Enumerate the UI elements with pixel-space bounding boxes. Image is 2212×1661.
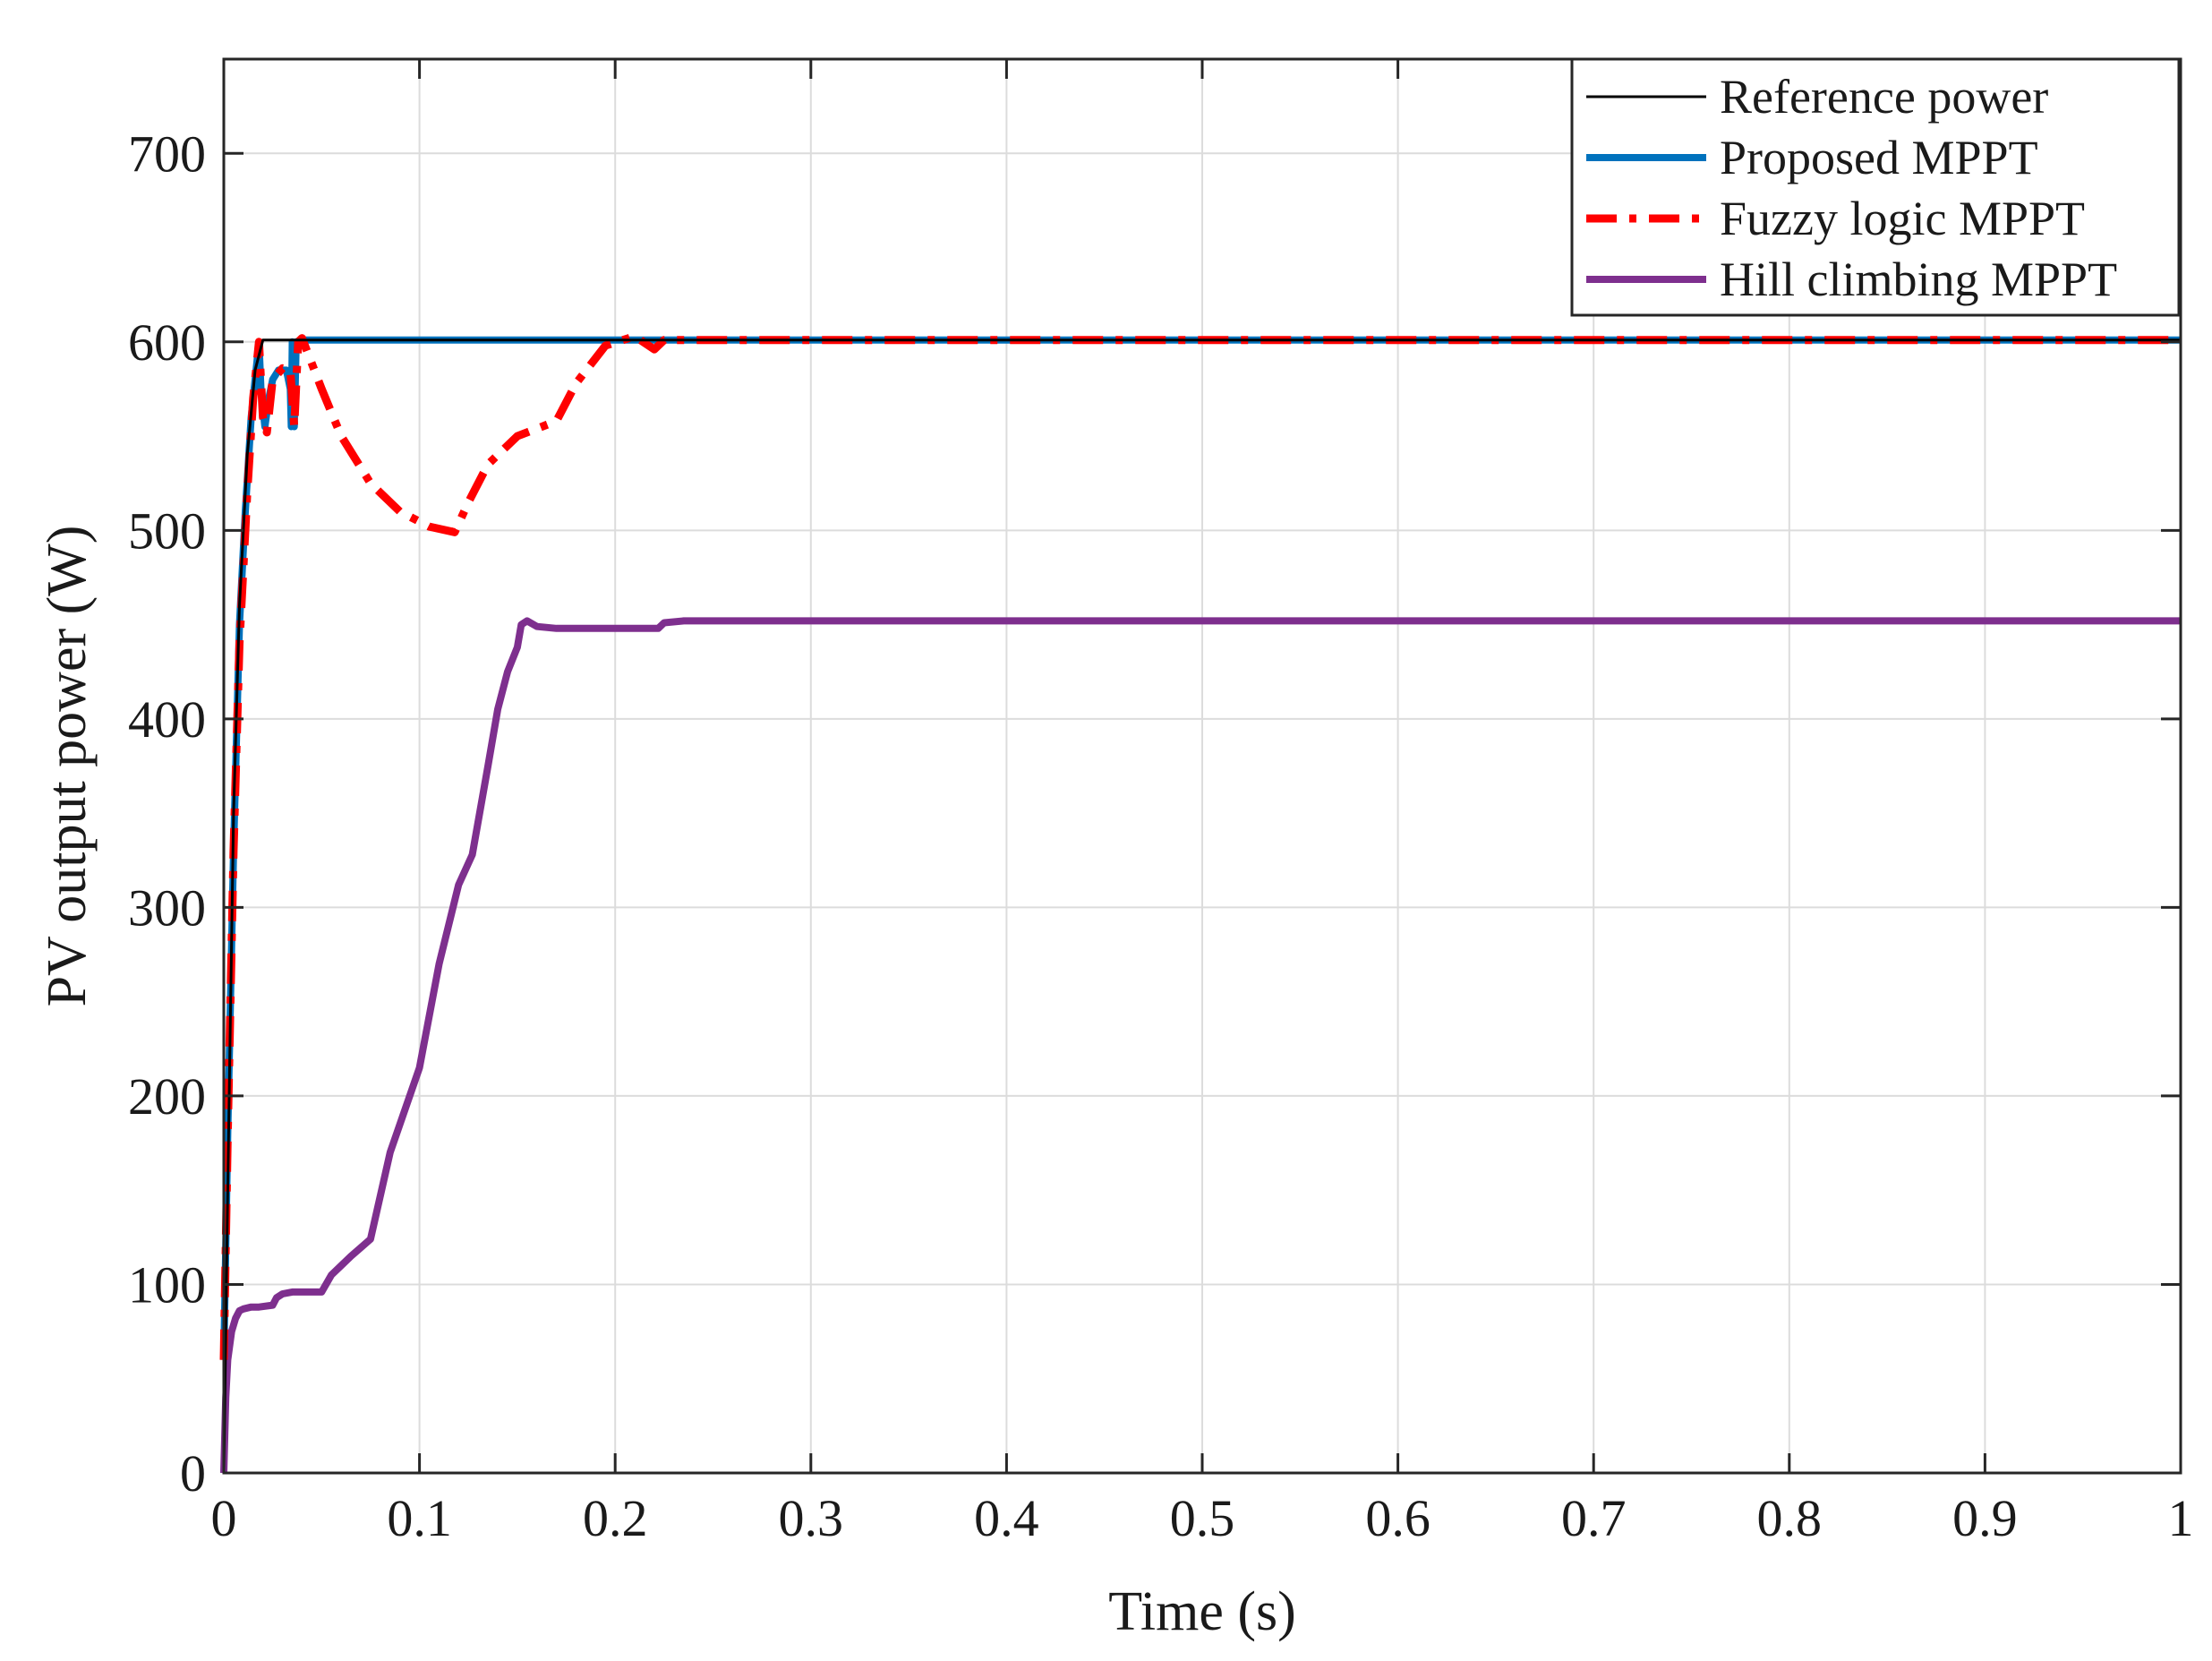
x-axis-label: Time (s) [1108,1581,1296,1642]
x-tick-label: 0.3 [779,1489,844,1547]
legend-label: Proposed MPPT [1720,131,2038,184]
y-tick-label: 100 [128,1255,206,1314]
y-axis-label: PV output power (W) [37,526,98,1007]
tick-labels: 0 0.1 0.2 0.3 0.4 0.5 0.6 0.7 0.8 0.9 1 0 100 200 300 4… [128,124,2194,1547]
legend-label: Fuzzy logic MPPT [1720,192,2085,245]
ticks [222,59,2182,1475]
x-tick-label: 0.8 [1757,1489,1823,1547]
y-tick-label: 300 [128,878,206,937]
series-line-hill-climbing-mppt [220,617,2181,1474]
y-tick-label: 400 [128,690,206,749]
y-tick-label: 0 [180,1444,206,1503]
y-tick-label: 200 [128,1067,206,1126]
y-tick-label: 700 [128,124,206,183]
x-tick-label: 0.7 [1561,1489,1627,1547]
series-line-reference-power [222,338,2181,1474]
x-tick-label: 0.2 [583,1489,648,1547]
series-line-fuzzy-logic-mppt [219,332,2181,1360]
x-tick-label: 1 [2168,1489,2194,1547]
x-tick-label: 0 [211,1489,237,1547]
x-tick-label: 0.4 [974,1489,1039,1547]
legend-label: Hill climbing MPPT [1720,253,2117,306]
x-tick-label: 0.6 [1365,1489,1431,1547]
y-tick-label: 600 [128,313,206,372]
y-tick-label: 500 [128,501,206,560]
legend-label: Reference power [1720,70,2048,124]
x-tick-label: 0.5 [1170,1489,1235,1547]
legend: Reference power Proposed MPPT Fuzzy logic … [1570,57,2181,317]
x-tick-label: 0.1 [387,1489,452,1547]
x-tick-label: 0.9 [1952,1489,2018,1547]
series-group [219,332,2181,1474]
legend-box [1570,57,2181,317]
